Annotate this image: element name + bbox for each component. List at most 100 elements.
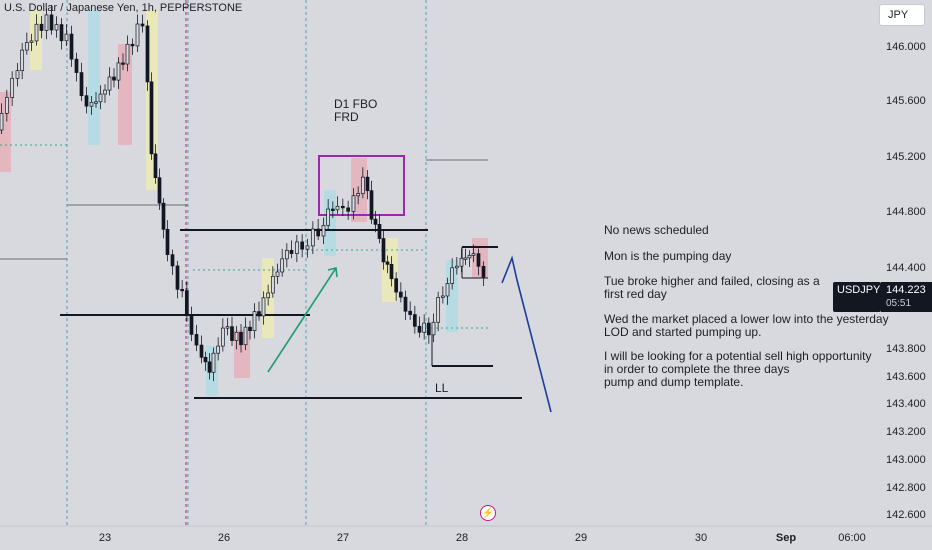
price-tick: 143.200 (886, 426, 926, 438)
price-tick: 142.600 (886, 509, 926, 521)
note-plan-line2: in order to complete the three days (604, 362, 790, 376)
candle-body (130, 43, 135, 47)
candle-body (377, 224, 382, 239)
blue-projection-arrow-icon (501, 255, 552, 413)
time-tick: 27 (336, 532, 350, 544)
candle-body (39, 23, 44, 31)
candle-body (194, 334, 199, 346)
note-plan-line1: I will be looking for a potential sell h… (604, 349, 872, 363)
candle-body (284, 249, 289, 260)
candle-body (74, 58, 79, 73)
candle-body (436, 297, 441, 323)
candle-body (330, 208, 335, 211)
candle-body (94, 101, 98, 104)
time-tick: 23 (98, 532, 112, 544)
candle-body (165, 228, 170, 255)
time-tick: 29 (574, 532, 588, 544)
candle-body (369, 190, 374, 220)
candle-body (294, 241, 299, 254)
price-tick: 143.600 (886, 371, 926, 383)
candle-body (161, 202, 166, 230)
candle-body (220, 327, 225, 347)
time-tick: Sep (775, 532, 797, 544)
candle-body (346, 207, 351, 212)
price-tick: 144.400 (886, 262, 926, 274)
candle-body (289, 249, 294, 254)
candle-body (184, 290, 189, 317)
candle-body (15, 70, 20, 79)
candle-body (49, 14, 54, 31)
candle-body (211, 352, 216, 373)
note-no-news: No news scheduled (604, 223, 709, 237)
candle-body (4, 97, 9, 114)
candle-body (412, 314, 417, 327)
note-wednesday-line1: Wed the market placed a lower low into t… (604, 312, 889, 326)
last-price-tag: 144.223 05:51 (881, 282, 932, 312)
d1-fbo-label: D1 FBO (334, 97, 378, 111)
candle-body (20, 49, 25, 71)
symbol-title[interactable]: U.S. Dollar / Japanese Yen, 1h, PEPPERST… (4, 2, 243, 14)
note-wednesday-line2: LOD and started pumping up. (604, 325, 762, 339)
candle-body (305, 245, 310, 250)
bar-countdown: 05:51 (886, 298, 912, 309)
candle-body (261, 297, 266, 317)
candle-body (140, 23, 145, 27)
candle-body (175, 265, 180, 290)
last-price: 144.223 (886, 284, 926, 296)
candle-body (243, 326, 248, 346)
candle-body (29, 40, 34, 43)
note-tuesday-line2: first red day (604, 287, 667, 301)
time-tick: 06:00 (838, 532, 866, 544)
candle-body (351, 195, 356, 212)
time-tick: 30 (694, 532, 708, 544)
candle-body (440, 295, 445, 298)
candle-body (426, 322, 431, 336)
candle-body (381, 238, 386, 263)
candle-body (234, 331, 239, 341)
candle-body (373, 218, 378, 225)
candle-body (270, 275, 275, 294)
candle-body (445, 283, 450, 297)
note-monday: Mon is the pumping day (604, 249, 732, 263)
symbol-label: USDJPY (837, 284, 881, 296)
candle-body (170, 254, 175, 267)
price-tick: 144.800 (886, 206, 926, 218)
candle-body (121, 62, 125, 65)
candle-body (79, 72, 84, 97)
candle-body (321, 224, 326, 237)
note-tuesday-line1: Tue broke higher and failed, closing as … (604, 274, 820, 288)
candle-body (89, 102, 94, 107)
candle-body (248, 326, 252, 332)
candle-body (431, 321, 436, 336)
candle-body (266, 292, 271, 299)
fbo-box[interactable] (318, 155, 405, 216)
candle-body (107, 76, 112, 91)
candle-body (157, 177, 162, 204)
currency-button[interactable]: JPY (879, 4, 925, 26)
candle-body (44, 14, 49, 31)
candle-body (149, 81, 154, 155)
candle-body (216, 345, 221, 354)
candle-body (454, 265, 459, 269)
candle-body (335, 205, 340, 211)
candle-body (180, 288, 185, 292)
candle-body (84, 95, 89, 107)
note-plan-line3: pump and dump template. (604, 375, 744, 389)
candles (0, 4, 486, 382)
level-lines (0, 144, 522, 399)
symbol-price-tag[interactable]: USDJPY (833, 282, 881, 312)
candle-body (125, 43, 130, 65)
candle-body (467, 254, 472, 259)
candle-body (116, 62, 121, 81)
price-tick: 145.600 (886, 95, 926, 107)
candle-body (408, 310, 413, 315)
candle-body (417, 325, 422, 333)
candle-body (356, 193, 361, 197)
candle-body (257, 311, 261, 317)
candle-body (59, 24, 64, 42)
candle-body (103, 89, 107, 95)
candle-body (481, 265, 486, 278)
lightning-bolt-icon[interactable]: ⚡ (480, 505, 496, 521)
candle-body (252, 311, 257, 332)
